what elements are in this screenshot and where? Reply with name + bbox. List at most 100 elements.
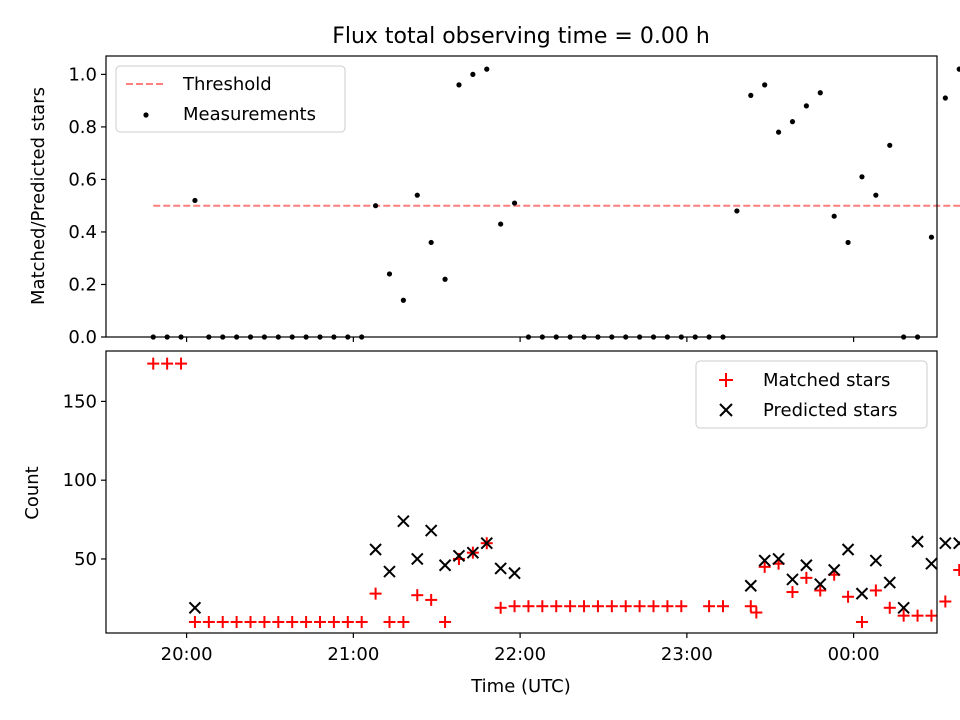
- matched-star-point: [578, 600, 591, 613]
- predicted-star-point: [772, 552, 785, 566]
- measurement-point: [887, 142, 893, 148]
- legend-predicted-swatch: [719, 403, 733, 417]
- matched-star-point: [188, 615, 201, 628]
- bottom-legend: Matched stars Predicted stars: [695, 360, 928, 429]
- x-tick-label: 21:00: [327, 644, 379, 665]
- measurement-point: [817, 90, 823, 96]
- measurement-point: [789, 119, 796, 125]
- matched-star-point: [272, 615, 285, 628]
- predicted-star-point: [383, 565, 396, 578]
- predicted-star-point: [855, 587, 869, 600]
- top-marks: [150, 66, 960, 340]
- y-tick-label: 0.8: [68, 117, 97, 138]
- top-legend-box: [115, 65, 346, 133]
- predicted-star-point: [953, 536, 960, 550]
- y-tick-label: 0.0: [68, 327, 97, 348]
- y-tick-label: 100: [63, 470, 97, 491]
- matched-star-point: [202, 615, 215, 628]
- measurement-point: [928, 234, 935, 240]
- matched-star-point: [953, 563, 960, 576]
- bottom-legend-box: [695, 360, 928, 429]
- measurement-point: [470, 71, 476, 77]
- predicted-star-point: [911, 535, 924, 548]
- measurement-point: [775, 129, 782, 135]
- legend-measurements-label: Measurements: [183, 104, 316, 125]
- measurement-point: [845, 239, 851, 246]
- matched-star-point: [647, 600, 660, 613]
- matched-star-point: [619, 600, 632, 613]
- measurement-point: [386, 271, 393, 277]
- matched-star-point: [744, 600, 757, 613]
- matched-star-point: [522, 600, 535, 613]
- measurement-point: [484, 66, 490, 72]
- predicted-star-point: [939, 536, 952, 550]
- matched-star-point: [216, 615, 229, 628]
- predicted-star-point: [841, 543, 855, 556]
- legend-predicted-label: Predicted stars: [763, 400, 897, 421]
- matched-star-point: [758, 560, 771, 573]
- matched-star-point: [633, 600, 646, 613]
- matched-star-point: [383, 615, 396, 628]
- x-axis-label-time: Time (UTC): [470, 676, 571, 697]
- measurement-point: [873, 192, 879, 198]
- predicted-star-point: [466, 546, 480, 559]
- matched-star-point: [536, 600, 549, 613]
- matched-star-point: [355, 615, 368, 628]
- matched-star-point: [494, 601, 507, 614]
- bottom-ticks: 20:00 21:00 22:00 23:00 00:00 50 100 150: [63, 391, 880, 665]
- predicted-star-point: [897, 601, 910, 615]
- matched-star-point: [147, 357, 160, 370]
- matched-star-point: [550, 600, 563, 613]
- matched-star-point: [439, 615, 452, 628]
- matched-star-point: [925, 609, 938, 622]
- measurement-point: [192, 197, 198, 204]
- predicted-star-point: [494, 562, 507, 575]
- predicted-star-point: [438, 559, 452, 572]
- measurement-point: [372, 203, 379, 209]
- matched-star-point: [411, 589, 424, 602]
- matched-star-point: [675, 600, 688, 613]
- matched-star-point: [300, 615, 313, 628]
- predicted-star-point: [758, 554, 771, 567]
- measurement-point: [859, 174, 865, 180]
- matched-star-point: [661, 600, 674, 613]
- matched-star-point: [508, 600, 521, 613]
- measurement-point: [734, 208, 740, 214]
- measurement-point: [956, 66, 960, 72]
- measurement-point: [511, 200, 518, 206]
- bottom-panel: Count Time (UTC) 20:00 21:00 22:00 23:00 00:…: [22, 350, 960, 697]
- predicted-star-point: [925, 557, 938, 570]
- matched-star-point: [369, 587, 382, 600]
- predicted-star-point: [369, 543, 382, 556]
- x-tick-label: 23:00: [661, 644, 713, 665]
- x-tick-label: 20:00: [161, 644, 213, 665]
- predicted-star-point: [744, 579, 757, 592]
- measurement-point: [831, 213, 837, 219]
- predicted-star-point: [480, 536, 493, 550]
- legend-threshold-label: Threshold: [182, 74, 272, 95]
- matched-star-point: [314, 615, 327, 628]
- measurement-point: [748, 92, 754, 98]
- matched-star-point: [897, 609, 910, 622]
- matched-star-point: [286, 615, 299, 628]
- matched-star-point: [814, 584, 827, 597]
- top-axes-frame: [105, 55, 938, 338]
- x-tick-label: 00:00: [828, 644, 880, 665]
- measurement-point: [414, 192, 420, 198]
- matched-star-point: [869, 584, 882, 597]
- predicted-star-point: [397, 514, 410, 528]
- predicted-star-point: [411, 552, 424, 566]
- matched-star-point: [425, 593, 438, 606]
- bottom-axes-frame: [105, 350, 938, 634]
- matched-star-point: [605, 600, 618, 613]
- matched-star-point: [327, 615, 340, 628]
- legend-measurements-swatch: [143, 112, 149, 118]
- bottom-marks: [147, 357, 960, 628]
- measurement-point: [428, 239, 434, 246]
- y-axis-label-count: Count: [22, 466, 43, 519]
- y-tick-label: 0.4: [68, 222, 97, 243]
- predicted-star-point: [814, 577, 827, 591]
- matched-star-point: [161, 357, 174, 370]
- matched-star-point: [716, 600, 729, 613]
